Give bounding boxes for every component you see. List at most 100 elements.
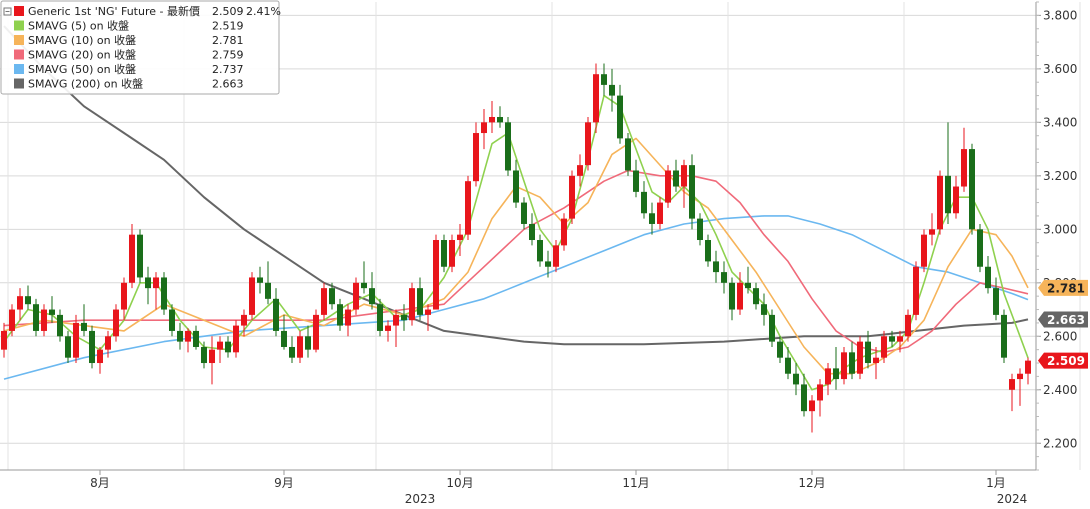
candle-body xyxy=(753,288,759,305)
candle-body xyxy=(217,341,223,350)
candle xyxy=(25,285,31,310)
candle-body xyxy=(921,234,927,267)
year-label: 2024 xyxy=(997,492,1028,506)
x-axis: 8月 9月 10月 11月 12月 1月 2023 2024 xyxy=(0,469,1036,506)
x-tick-label: 8月 xyxy=(90,476,110,490)
candle xyxy=(489,100,495,134)
candle xyxy=(393,309,399,347)
y-tick-label: 3.400 xyxy=(1043,115,1077,129)
candle-body xyxy=(393,314,399,326)
candle-body xyxy=(881,336,887,358)
legend-value: 2.737 xyxy=(212,63,244,76)
candle xyxy=(665,165,671,208)
candle xyxy=(689,154,695,230)
badge-label: 2.663 xyxy=(1047,313,1085,327)
candle-body xyxy=(121,282,127,310)
candle-body xyxy=(265,282,271,299)
badge-shape xyxy=(1038,352,1088,369)
candle-body xyxy=(561,218,567,246)
candle-body xyxy=(177,330,183,342)
candle xyxy=(961,127,967,192)
candle xyxy=(345,304,351,337)
candle xyxy=(97,346,103,374)
y-tick-label: 2.400 xyxy=(1043,383,1077,397)
candle xyxy=(289,336,295,364)
candle-body xyxy=(497,116,503,123)
candle-body xyxy=(297,336,303,358)
x-tick-label: 11月 xyxy=(622,476,649,490)
candle-body xyxy=(361,282,367,289)
candle xyxy=(33,298,39,337)
last-value-badges: 2.781 2.663 2.509 xyxy=(1038,279,1088,369)
candle xyxy=(105,330,111,358)
y-tick-label: 3.600 xyxy=(1043,62,1077,76)
candle xyxy=(377,298,383,337)
legend-value: 2.509 xyxy=(212,5,244,18)
candle xyxy=(65,330,71,364)
candle-body xyxy=(865,341,871,364)
legend-swatch xyxy=(14,49,24,60)
candle xyxy=(337,298,343,331)
candle xyxy=(881,330,887,364)
candle-body xyxy=(185,330,191,342)
candle xyxy=(569,170,575,224)
legend-box xyxy=(0,0,280,95)
candle xyxy=(537,234,543,267)
badge-shape xyxy=(1038,311,1088,328)
candle-body xyxy=(9,309,15,331)
candle xyxy=(697,213,703,246)
candle-body xyxy=(729,282,735,310)
candle xyxy=(209,336,215,385)
candle-body xyxy=(673,170,679,187)
candle xyxy=(73,314,79,364)
candle-body xyxy=(985,266,991,289)
candle-body xyxy=(441,240,447,267)
value-badge: 2.781 xyxy=(1038,279,1088,296)
candle-body xyxy=(689,165,695,219)
candle-body xyxy=(1025,360,1031,374)
candle xyxy=(57,309,63,342)
candle xyxy=(985,256,991,294)
candle xyxy=(897,330,903,353)
candle-body xyxy=(513,170,519,203)
candle-body xyxy=(961,149,967,187)
candle xyxy=(969,143,975,235)
candle xyxy=(241,309,247,337)
candle-body xyxy=(537,240,543,262)
legend-value: 2.519 xyxy=(212,20,244,33)
candle-body xyxy=(841,352,847,380)
candle-body xyxy=(849,352,855,374)
candle xyxy=(913,261,919,321)
candle-body xyxy=(481,122,487,134)
candle xyxy=(833,346,839,390)
y-tick-label: 3.000 xyxy=(1043,222,1077,236)
candle xyxy=(873,346,879,380)
candle-body xyxy=(1017,373,1023,380)
candle xyxy=(457,223,463,257)
candle-body xyxy=(1,330,7,350)
legend-swatch xyxy=(14,6,24,16)
x-tick-label: 1月 xyxy=(986,476,1006,490)
candle xyxy=(113,304,119,342)
candle-body xyxy=(193,330,199,347)
candle-body xyxy=(713,261,719,273)
candle xyxy=(433,234,439,310)
candle xyxy=(553,240,559,273)
candle-body xyxy=(209,349,215,364)
candle xyxy=(737,272,743,315)
candle xyxy=(361,261,367,294)
y-tick-label: 3.800 xyxy=(1043,8,1077,22)
candle-body xyxy=(873,357,879,364)
candle-body xyxy=(761,304,767,315)
candle xyxy=(225,336,231,358)
candle-body xyxy=(233,325,239,353)
candle xyxy=(561,213,567,251)
candle-body xyxy=(33,304,39,331)
candle xyxy=(465,175,471,241)
candle-body xyxy=(609,84,615,96)
candle-body xyxy=(737,282,743,310)
candle-body xyxy=(833,368,839,380)
candle xyxy=(273,288,279,337)
candle xyxy=(521,197,527,230)
